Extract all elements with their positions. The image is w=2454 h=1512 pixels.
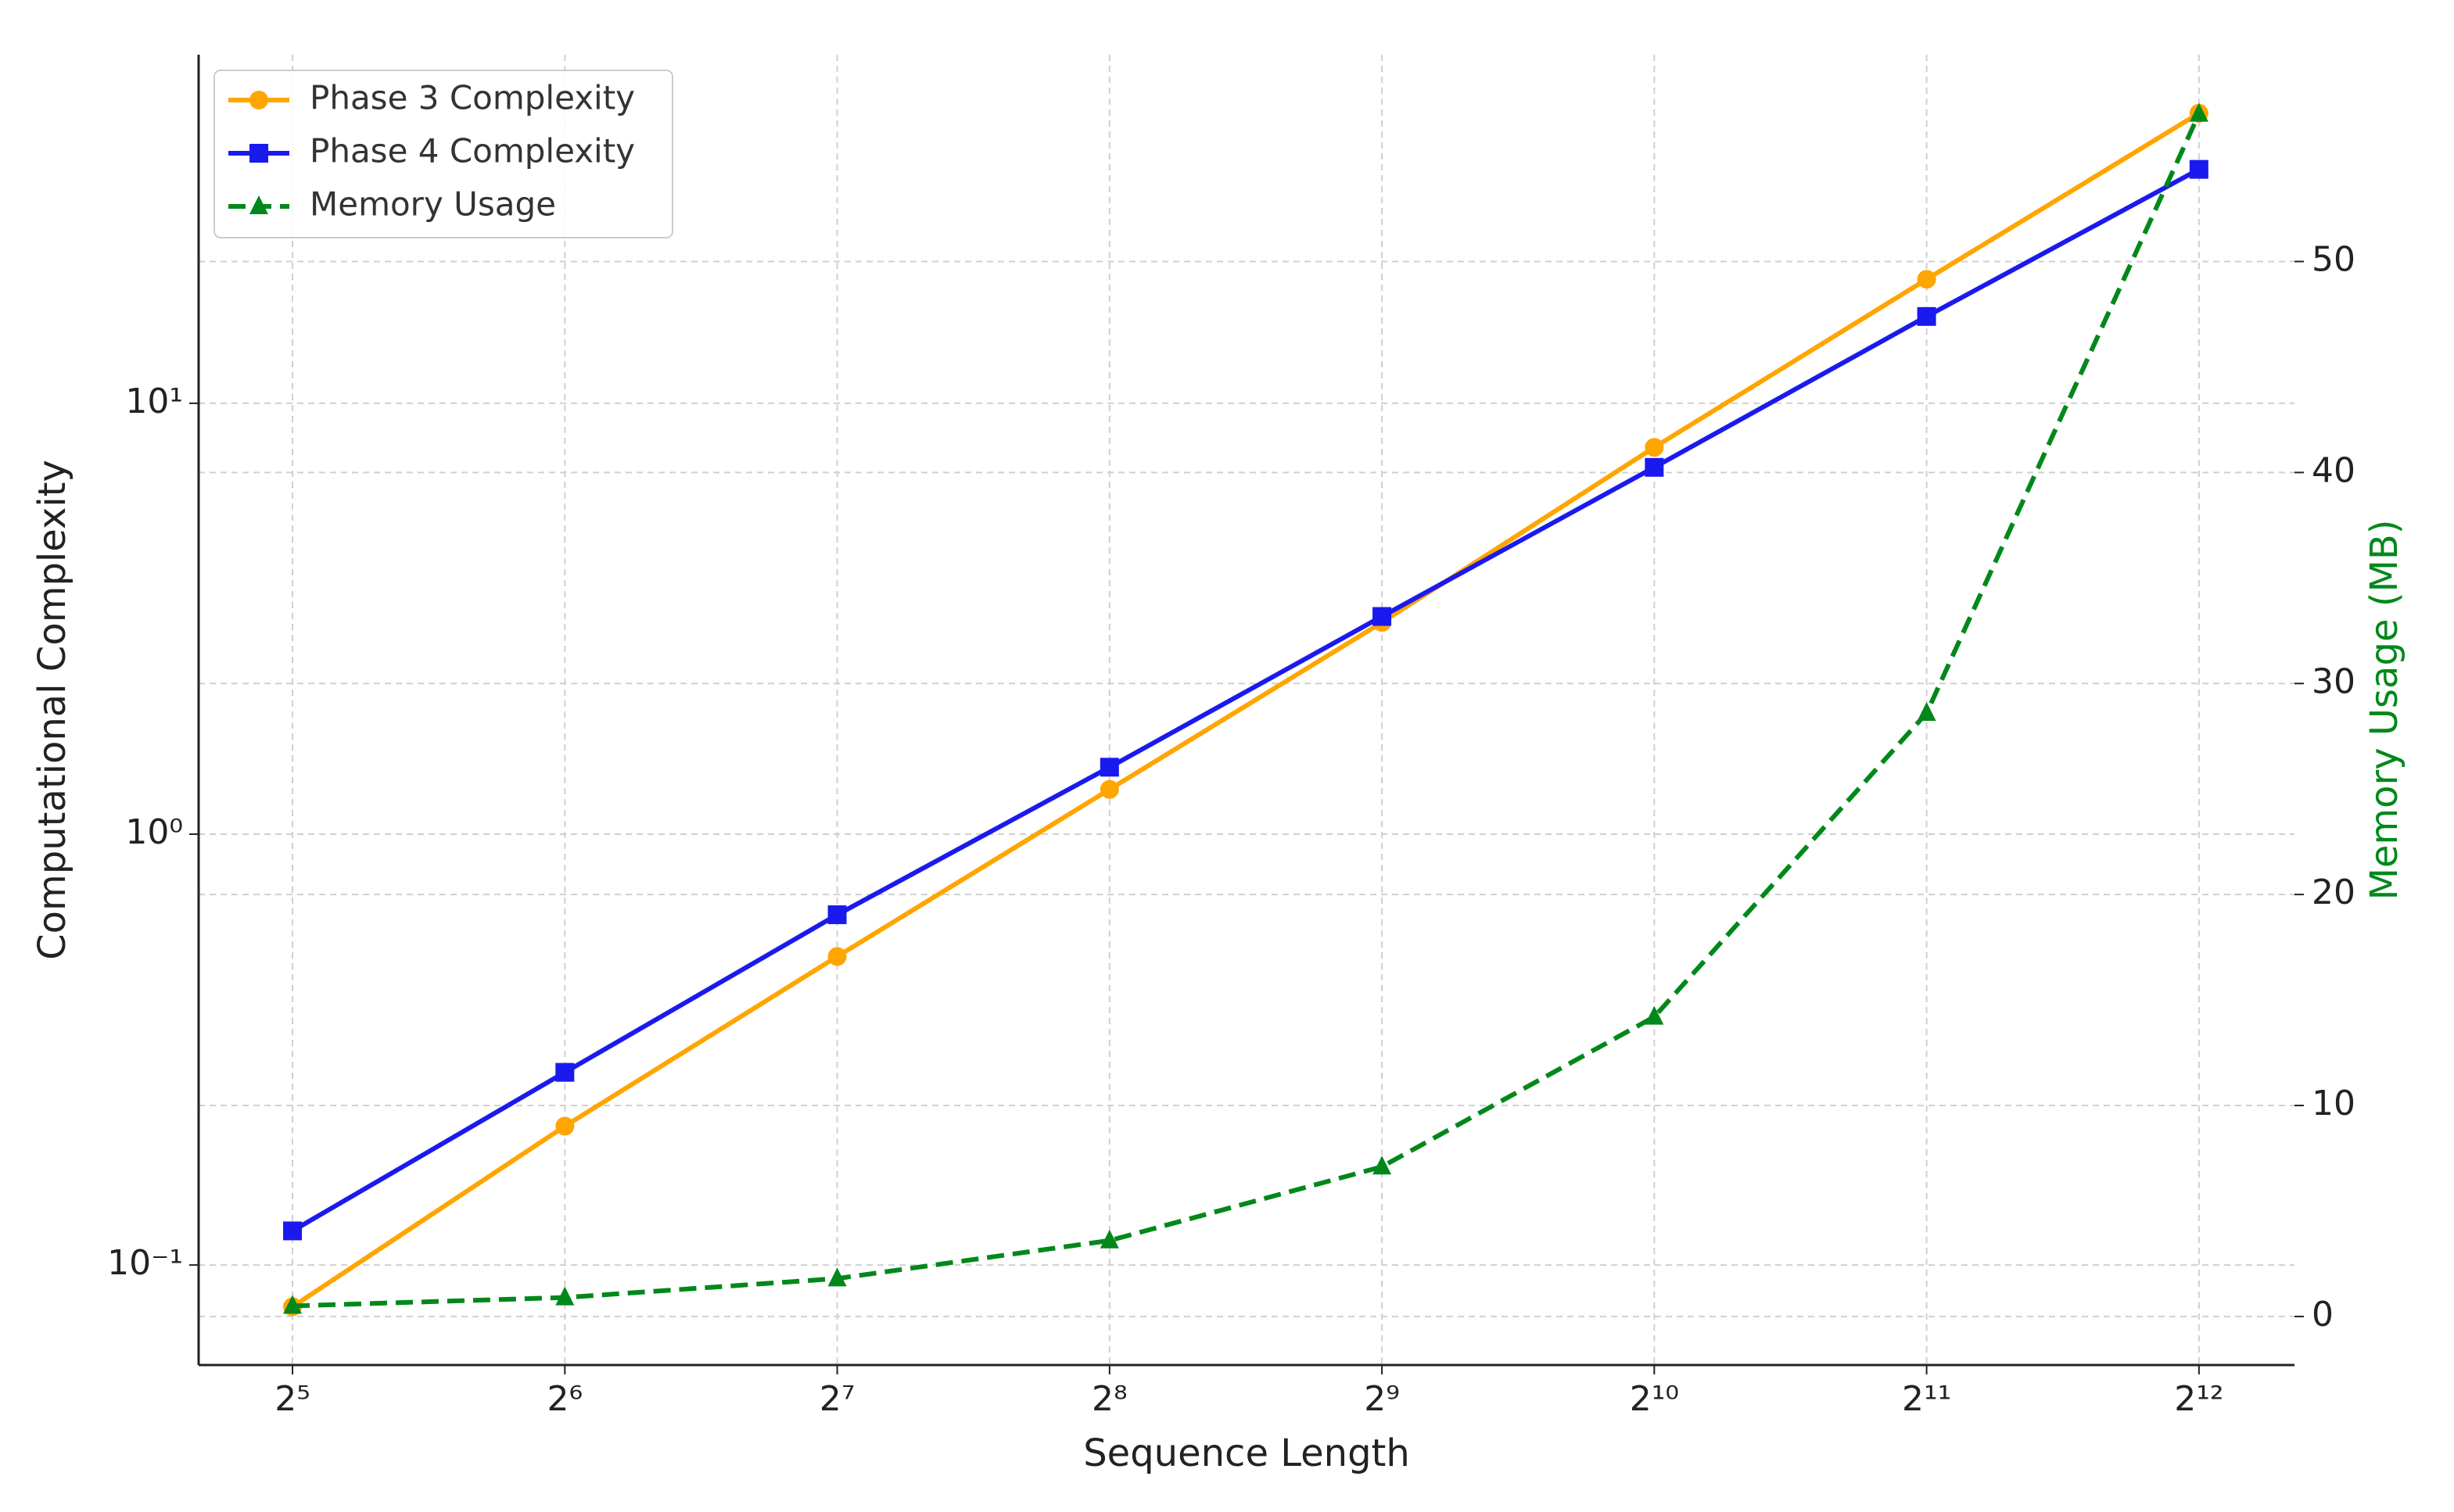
- marker: [1100, 779, 1119, 799]
- x-tick-label: 2¹²: [2174, 1379, 2223, 1419]
- legend-marker: [249, 91, 268, 109]
- marker: [555, 1116, 575, 1136]
- marker: [2189, 102, 2208, 122]
- series-line: [292, 113, 2201, 1309]
- y2-tick-label: 10: [2312, 1084, 2355, 1123]
- marker: [283, 1295, 303, 1314]
- legend-box: [213, 70, 673, 238]
- marker: [1917, 306, 1936, 326]
- marker: [827, 905, 847, 925]
- x-tick-label: 2⁷: [820, 1379, 856, 1419]
- marker: [2189, 159, 2208, 179]
- marker: [1645, 1005, 1664, 1025]
- marker: [283, 1221, 303, 1241]
- y-tick-label: 10¹: [125, 382, 183, 421]
- series-line: [291, 111, 2201, 1309]
- x-tick-label: 2⁸: [1092, 1379, 1128, 1419]
- legend-text: Phase 4 Complexity: [310, 132, 635, 170]
- marker: [1100, 758, 1119, 777]
- x-tick-label: 2¹⁰: [1630, 1379, 1679, 1419]
- marker: [1100, 1229, 1119, 1249]
- y2-tick-label: 0: [2312, 1295, 2334, 1335]
- legend-marker: [249, 195, 268, 214]
- legend-text: Memory Usage: [310, 185, 556, 224]
- marker: [1917, 702, 1936, 722]
- legend-marker: [249, 144, 268, 163]
- y2-tick-label: 50: [2312, 239, 2355, 279]
- legend-text: Phase 3 Complexity: [310, 79, 635, 117]
- x-axis-label: Sequence Length: [1083, 1431, 1410, 1475]
- y2-tick-label: 40: [2312, 450, 2355, 490]
- y-tick-label: 10⁰: [125, 812, 183, 852]
- x-tick-label: 2⁹: [1364, 1379, 1400, 1419]
- marker: [555, 1286, 575, 1306]
- y2-tick-label: 30: [2312, 661, 2355, 701]
- x-tick-label: 2⁶: [547, 1379, 583, 1419]
- marker: [1917, 270, 1936, 289]
- x-tick-label: 2¹¹: [1902, 1379, 1951, 1419]
- y-tick-label: 10⁻¹: [107, 1243, 183, 1283]
- marker: [1645, 438, 1664, 457]
- marker: [827, 947, 847, 966]
- series-line: [291, 167, 2201, 1234]
- marker: [1645, 457, 1664, 477]
- y2-tick-label: 20: [2312, 872, 2355, 912]
- y2-axis-label: Memory Usage (MB): [2363, 519, 2406, 900]
- marker: [827, 1267, 847, 1287]
- marker: [555, 1062, 575, 1082]
- y-axis-label: Computational Complexity: [30, 460, 74, 960]
- marker: [1372, 1155, 1392, 1175]
- x-tick-label: 2⁵: [274, 1379, 310, 1419]
- marker: [1372, 607, 1392, 626]
